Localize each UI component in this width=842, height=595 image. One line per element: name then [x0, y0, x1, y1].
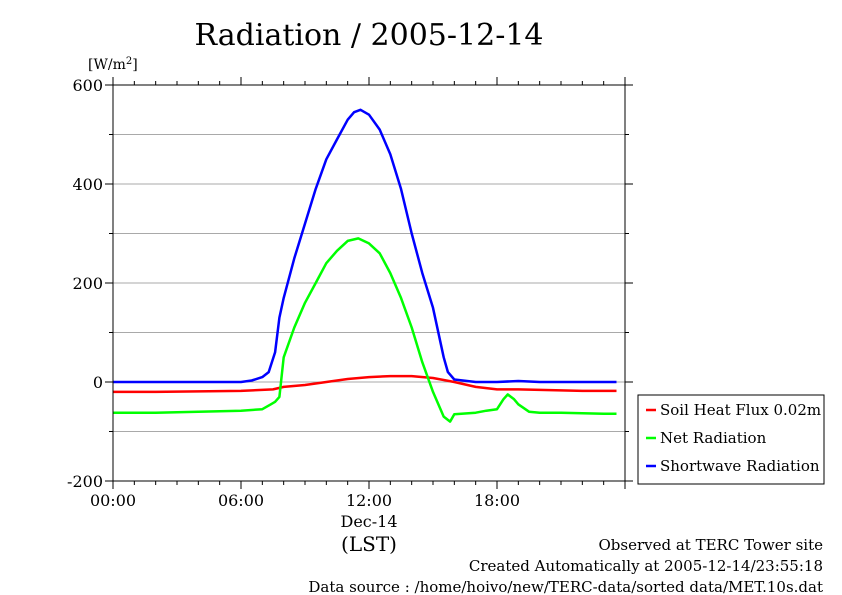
chart-title: Radiation / 2005-12-14 — [194, 18, 543, 53]
y-unit-label: [W/m2] — [88, 56, 138, 73]
x-tick-label: 18:00 — [474, 491, 520, 510]
x-axis-label: (LST) — [341, 532, 397, 556]
footer-observed: Observed at TERC Tower site — [598, 536, 823, 554]
series-line-0 — [113, 374, 617, 394]
series-layer — [113, 108, 617, 423]
legend: Soil Heat Flux 0.02m Net Radiation Shortwa… — [637, 394, 825, 485]
legend-label: Net Radiation — [660, 429, 767, 447]
y-tick-label: 200 — [72, 274, 103, 293]
footer-created: Created Automatically at 2005-12-14/23:5… — [469, 557, 823, 575]
y-tick-label: 600 — [72, 76, 103, 95]
legend-label: Soil Heat Flux 0.02m — [660, 401, 821, 419]
legend-box — [637, 394, 825, 485]
footer-source: Data source : /home/hoivo/new/TERC-data/… — [308, 578, 823, 595]
y-axis: -200 0 200 400 600 — [67, 76, 633, 491]
x-tick-label: 12:00 — [346, 491, 392, 510]
y-tick-label: 0 — [93, 373, 103, 392]
y-tick-label: 400 — [72, 175, 103, 194]
x-tick-label: 06:00 — [218, 491, 264, 510]
gridlines — [113, 134, 625, 432]
y-tick-label: -200 — [67, 472, 103, 491]
x-tick-label: 00:00 — [90, 491, 136, 510]
legend-label: Shortwave Radiation — [660, 457, 820, 475]
series-line-1 — [113, 237, 617, 423]
x-date-label: Dec-14 — [340, 512, 397, 531]
x-axis: 00:00 06:00 12:00 18:00 — [90, 77, 626, 510]
series-line-2 — [113, 108, 617, 384]
